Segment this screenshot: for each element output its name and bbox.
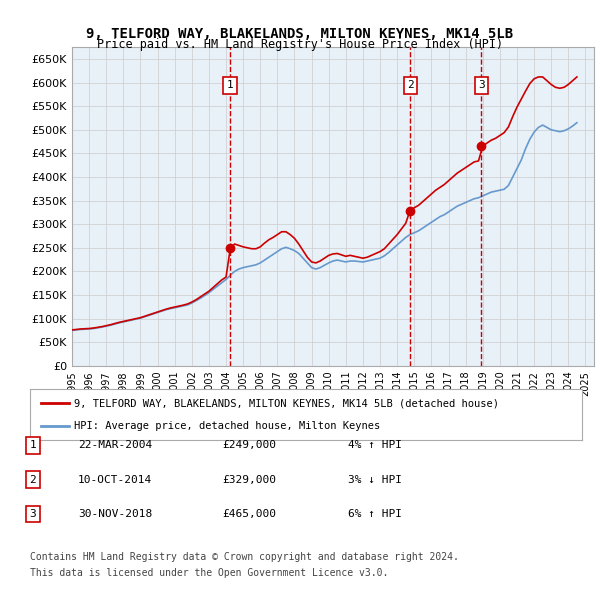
Text: Contains HM Land Registry data © Crown copyright and database right 2024.: Contains HM Land Registry data © Crown c… <box>30 552 459 562</box>
Text: 3: 3 <box>29 509 37 519</box>
Text: Price paid vs. HM Land Registry's House Price Index (HPI): Price paid vs. HM Land Registry's House … <box>97 38 503 51</box>
Text: 2: 2 <box>407 80 414 90</box>
Text: £329,000: £329,000 <box>222 475 276 484</box>
Text: 1: 1 <box>29 441 37 450</box>
Text: 4% ↑ HPI: 4% ↑ HPI <box>348 441 402 450</box>
Text: 9, TELFORD WAY, BLAKELANDS, MILTON KEYNES, MK14 5LB (detached house): 9, TELFORD WAY, BLAKELANDS, MILTON KEYNE… <box>74 398 499 408</box>
Text: 2: 2 <box>29 475 37 484</box>
Text: 3% ↓ HPI: 3% ↓ HPI <box>348 475 402 484</box>
Text: 22-MAR-2004: 22-MAR-2004 <box>78 441 152 450</box>
Text: 3: 3 <box>478 80 485 90</box>
Text: 6% ↑ HPI: 6% ↑ HPI <box>348 509 402 519</box>
Text: £465,000: £465,000 <box>222 509 276 519</box>
Text: HPI: Average price, detached house, Milton Keynes: HPI: Average price, detached house, Milt… <box>74 421 380 431</box>
Text: 1: 1 <box>226 80 233 90</box>
Text: £249,000: £249,000 <box>222 441 276 450</box>
Text: 10-OCT-2014: 10-OCT-2014 <box>78 475 152 484</box>
Text: 30-NOV-2018: 30-NOV-2018 <box>78 509 152 519</box>
Text: This data is licensed under the Open Government Licence v3.0.: This data is licensed under the Open Gov… <box>30 568 388 578</box>
Text: 9, TELFORD WAY, BLAKELANDS, MILTON KEYNES, MK14 5LB: 9, TELFORD WAY, BLAKELANDS, MILTON KEYNE… <box>86 27 514 41</box>
